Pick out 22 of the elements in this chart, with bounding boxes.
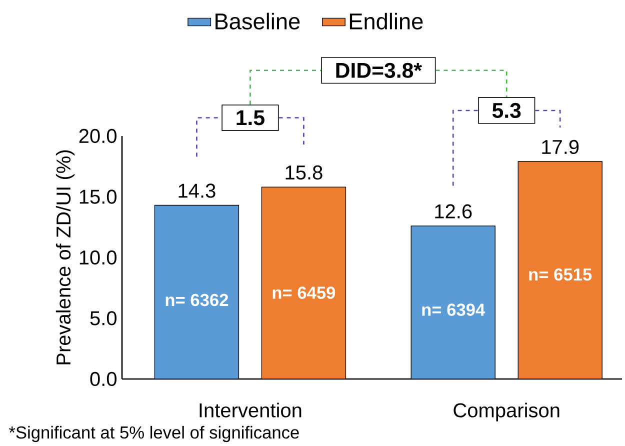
data-label: 17.9 <box>542 140 579 154</box>
x-tick-label: Comparison <box>454 402 560 422</box>
y-tick-label: 10.0 <box>80 250 116 265</box>
text: DID=3.8* <box>336 62 422 78</box>
annotation: n= 6362 <box>166 294 228 306</box>
y-tick-label: 15.0 <box>80 190 116 204</box>
text: *Significant at 5% level of significance <box>8 426 299 442</box>
annotation: n= 6459 <box>272 286 336 299</box>
y-tick-label: 20.0 <box>79 128 116 144</box>
data-label: 14.3 <box>178 184 216 198</box>
text: 5.3 <box>492 102 521 118</box>
x-tick-label: Intervention <box>200 402 302 418</box>
legend-label: Endline <box>350 12 423 30</box>
y-tick-label: 5.0 <box>90 311 116 326</box>
annotation: n= 6515 <box>529 268 592 281</box>
annotation: n= 6394 <box>422 304 486 316</box>
data-label: 15.8 <box>286 165 322 180</box>
y-axis-title: Prevalence of ZD/UI (%) <box>56 150 75 364</box>
y-tick-label: 0.0 <box>90 372 116 386</box>
text: 1.5 <box>236 110 264 126</box>
data-label: 12.6 <box>435 204 472 218</box>
legend-label: Baseline <box>216 12 300 30</box>
